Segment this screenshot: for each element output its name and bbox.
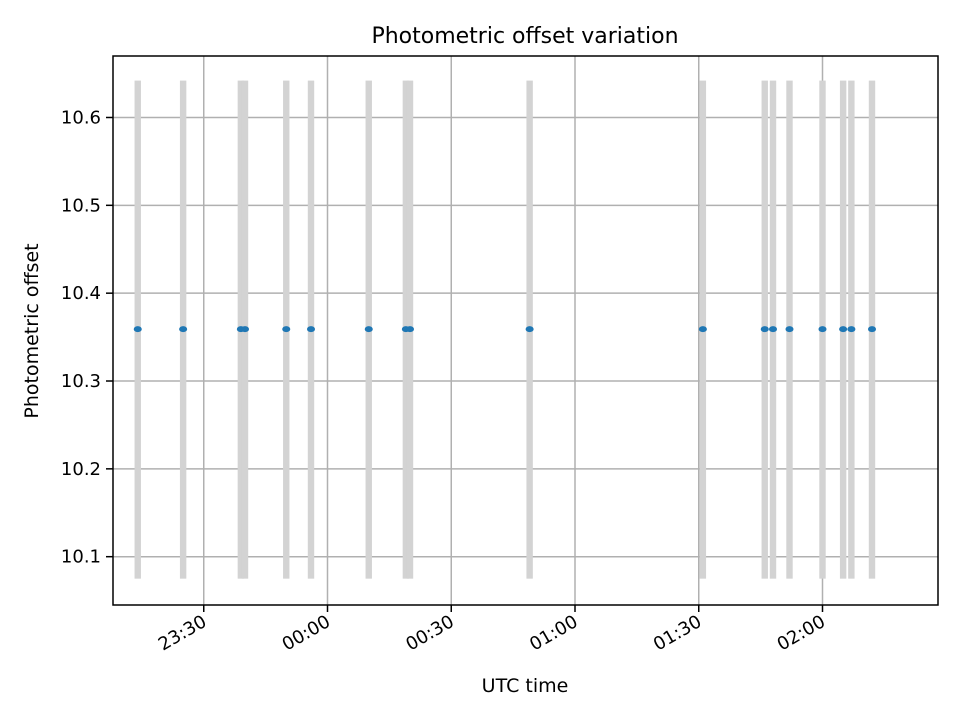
x-tick-label: 23:30 bbox=[155, 611, 210, 655]
data-point bbox=[241, 326, 249, 333]
data-point bbox=[525, 326, 534, 333]
chart-title: Photometric offset variation bbox=[371, 24, 678, 49]
grid-lines bbox=[113, 56, 938, 605]
data-point bbox=[769, 326, 777, 333]
data-point bbox=[818, 326, 827, 333]
x-axis-ticks: 23:30 00:00 00:30 01:00 01:30 02:00 bbox=[155, 605, 829, 655]
data-point bbox=[133, 326, 142, 333]
y-axis-ticks: 10.1 10.2 10.3 10.4 10.5 10.6 bbox=[61, 107, 113, 568]
data-point bbox=[868, 326, 876, 333]
x-tick-label: 02:00 bbox=[774, 611, 829, 655]
y-tick-label: 10.4 bbox=[61, 283, 101, 304]
y-tick-label: 10.5 bbox=[61, 195, 101, 216]
y-tick-label: 10.6 bbox=[61, 107, 101, 128]
plot-frame bbox=[112, 55, 939, 606]
data-point bbox=[282, 326, 291, 333]
data-point bbox=[839, 326, 848, 333]
y-axis-label: Photometric offset bbox=[21, 243, 43, 418]
y-tick-label: 10.1 bbox=[61, 547, 101, 568]
x-tick-label: 00:30 bbox=[402, 611, 457, 655]
data-point bbox=[307, 326, 315, 333]
data-point bbox=[698, 326, 707, 333]
data-point bbox=[760, 326, 769, 333]
x-tick-label: 01:00 bbox=[526, 611, 581, 655]
data-point bbox=[364, 326, 373, 333]
x-tick-label: 01:30 bbox=[650, 611, 705, 655]
y-tick-label: 10.3 bbox=[61, 371, 101, 392]
data-point bbox=[179, 326, 188, 333]
data-point bbox=[847, 326, 856, 333]
y-tick-label: 10.2 bbox=[61, 459, 101, 480]
x-axis-label: UTC time bbox=[482, 675, 569, 697]
data-points bbox=[133, 326, 876, 333]
data-point bbox=[785, 326, 794, 333]
data-point bbox=[406, 326, 414, 333]
x-tick-label: 00:00 bbox=[279, 611, 334, 655]
